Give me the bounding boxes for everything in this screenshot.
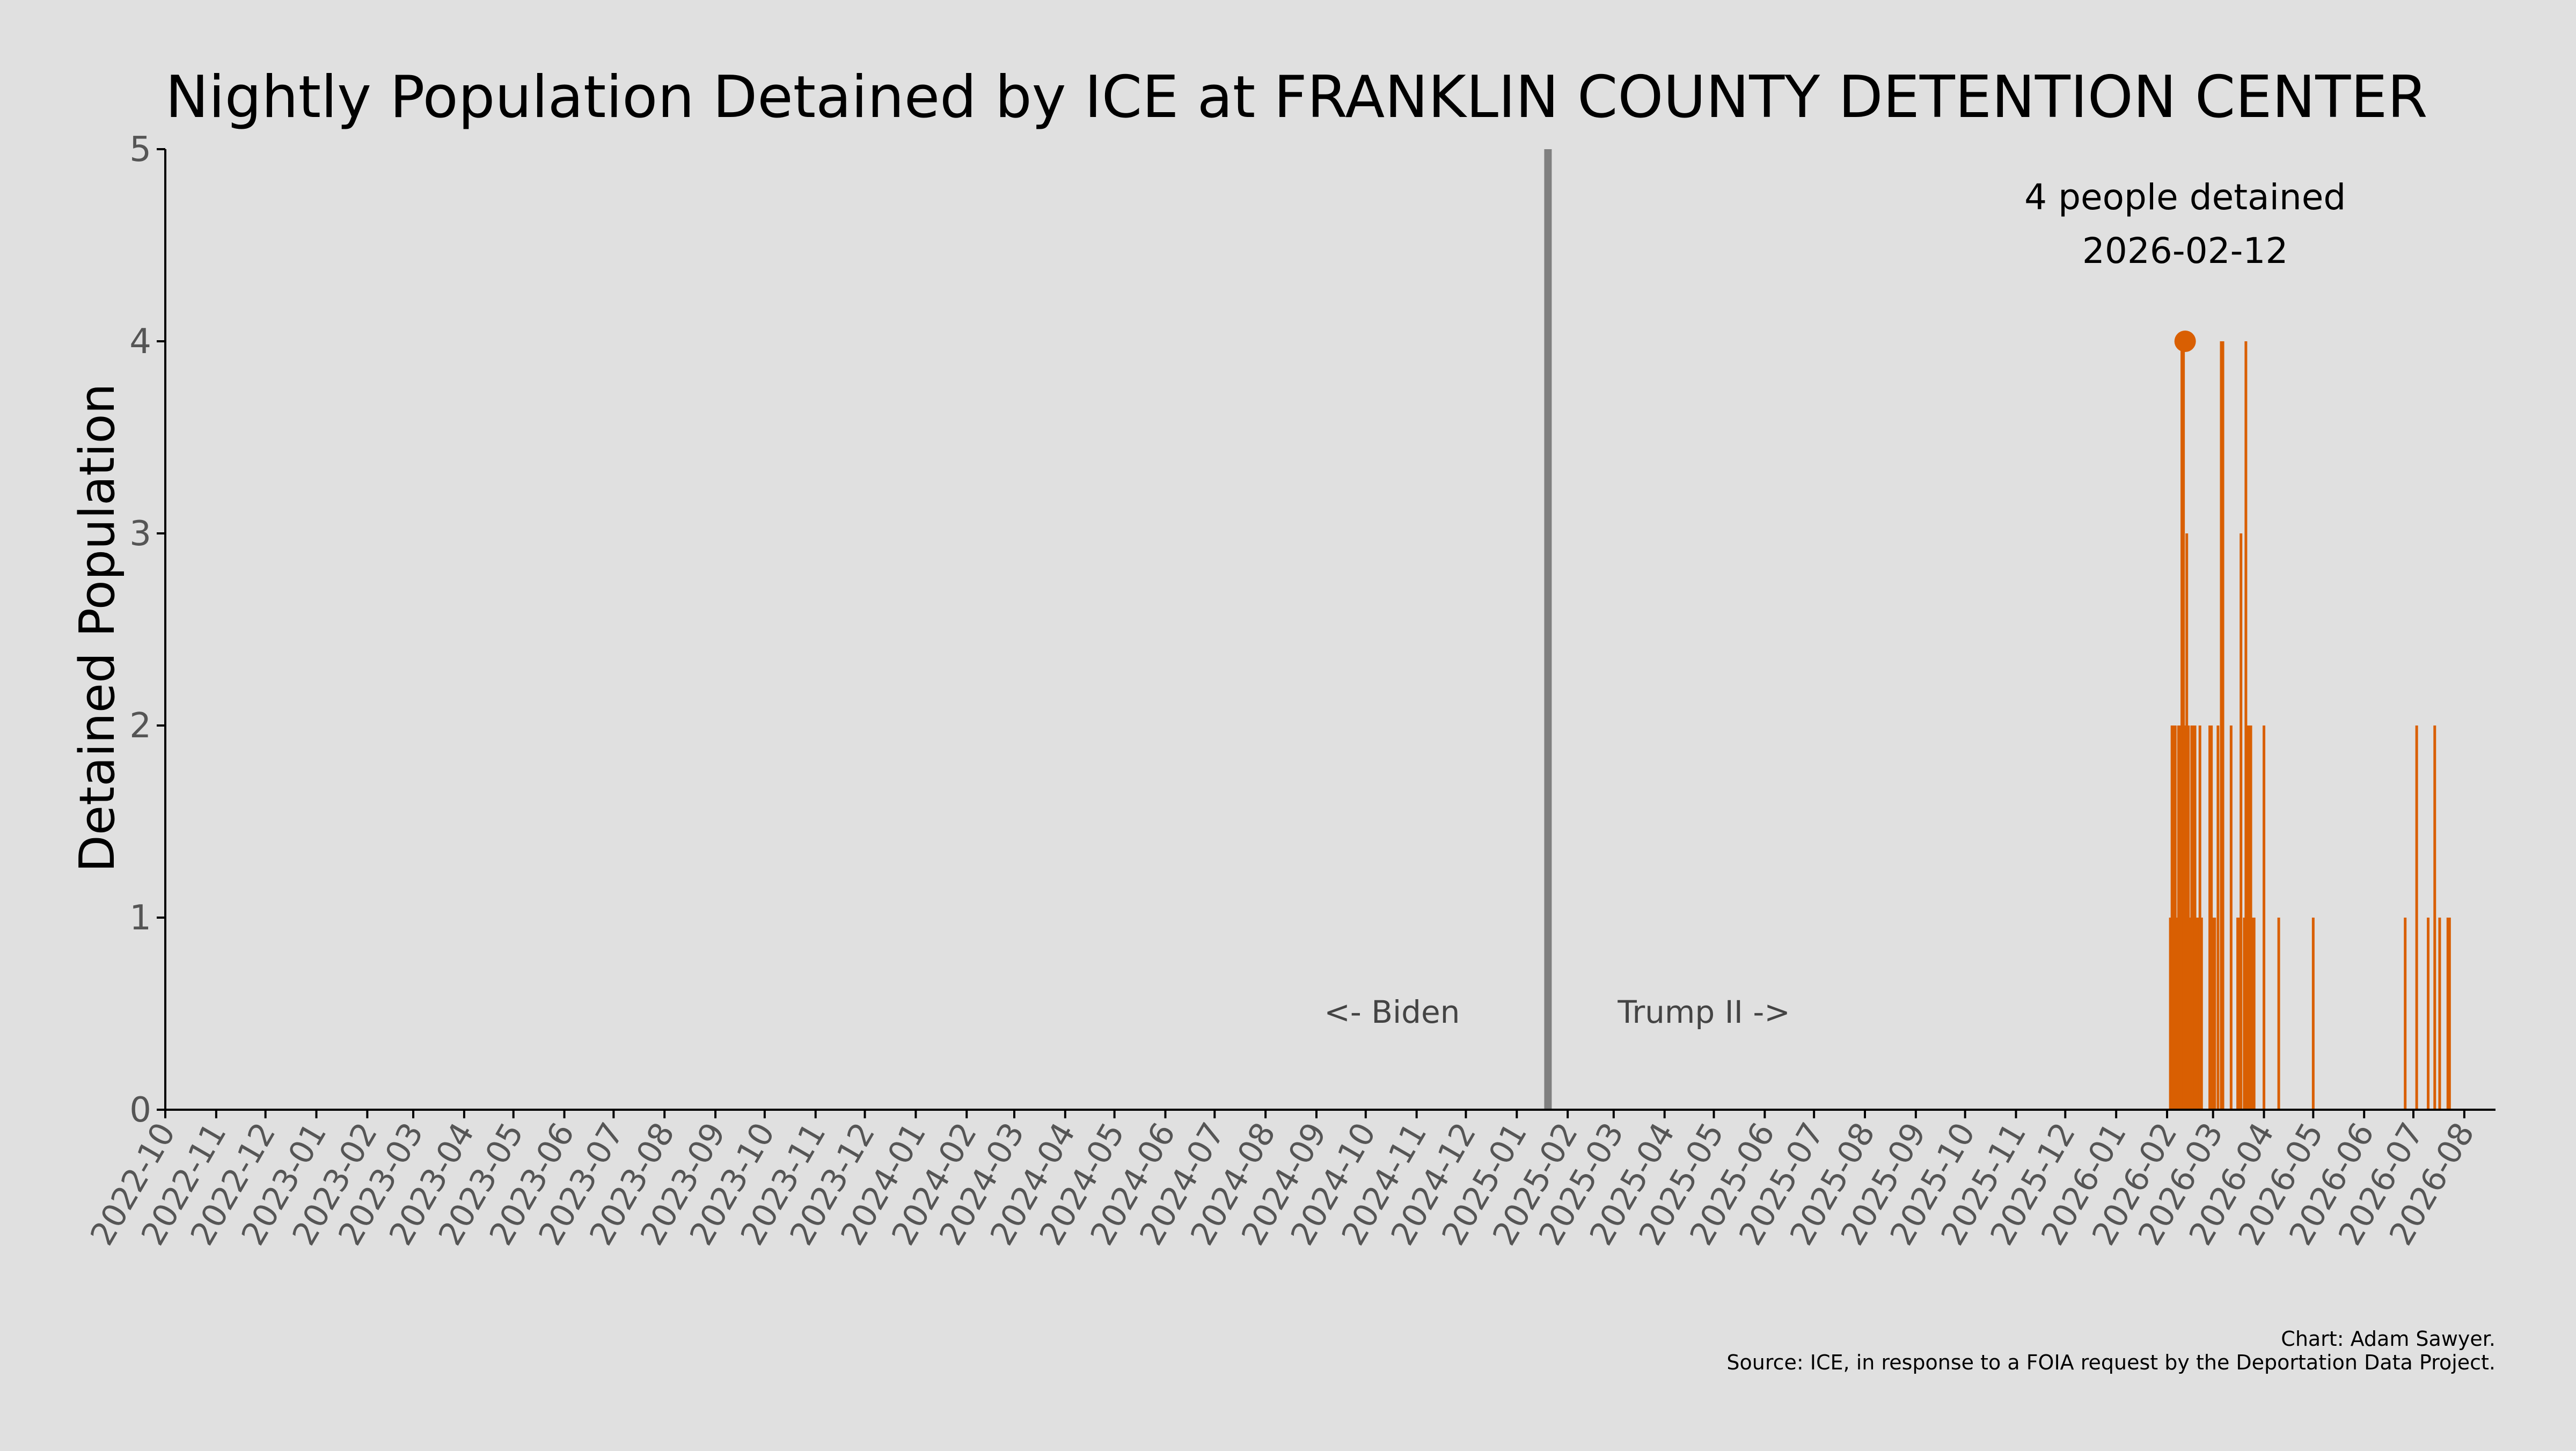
bar [2240,533,2243,1110]
bar [2216,726,2220,1110]
bar [2182,341,2185,1110]
bar [2229,726,2233,1110]
bar [2277,918,2280,1110]
bar [2170,726,2174,1110]
bar [2427,918,2430,1110]
highlight-annotation-date: 2026-02-12 [2082,230,2288,272]
bar [2198,726,2201,1110]
y-tick-label: 1 [129,898,151,938]
y-tick-label: 3 [129,514,151,554]
plot-area: 0123452022-102022-112022-122023-012023-0… [83,130,2496,1252]
bar [2236,918,2240,1110]
highlight-annotation-count: 4 people detained [2024,177,2346,218]
bar [2195,918,2198,1110]
bar [2208,726,2212,1110]
y-axis-label: Detained Population [69,383,126,872]
bar [2221,341,2224,1110]
bar [2249,726,2252,1110]
bar [2189,918,2192,1110]
chart-source: Source: ICE, in response to a FOIA reque… [1726,1351,2496,1374]
y-tick-label: 5 [129,130,151,170]
bar [2238,918,2241,1110]
bar [2244,341,2248,1110]
bar [2248,726,2251,1110]
bar [2433,726,2436,1110]
bar [2193,726,2197,1110]
bar [2190,726,2193,1110]
bar [2174,726,2177,1110]
chart-title: Nightly Population Detained by ICE at FR… [165,64,2428,131]
bar [2212,918,2215,1110]
bar [2172,726,2175,1110]
bar [2220,341,2223,1110]
bar [2180,341,2184,1110]
bar [2415,726,2418,1110]
y-tick-label: 2 [129,706,151,746]
bar [2404,918,2407,1110]
bar [2184,726,2187,1110]
y-tick-label: 4 [129,322,151,362]
bar [2243,918,2246,1110]
bar [2210,726,2213,1110]
bar [2187,726,2190,1110]
chart-credit: Chart: Adam Sawyer. [2281,1327,2496,1351]
era-label-biden: <- Biden [1324,994,1460,1030]
bar [2448,918,2451,1110]
bar [2213,918,2216,1110]
bar [2197,918,2200,1110]
era-label-trump: Trump II -> [1617,994,1790,1030]
bar [2252,918,2256,1110]
bar [2177,726,2180,1110]
bar [2251,918,2254,1110]
highlight-point [2174,331,2196,352]
bar [2246,726,2249,1110]
bar [2192,726,2195,1110]
bar [2185,533,2189,1110]
bar [2438,918,2441,1110]
bar [2311,918,2315,1110]
bar [2169,918,2172,1110]
y-tick-label: 0 [129,1090,151,1130]
bar [2175,918,2178,1110]
bar [2446,918,2449,1110]
bar [2263,726,2266,1110]
bar [2178,726,2182,1110]
bar [2200,918,2203,1110]
